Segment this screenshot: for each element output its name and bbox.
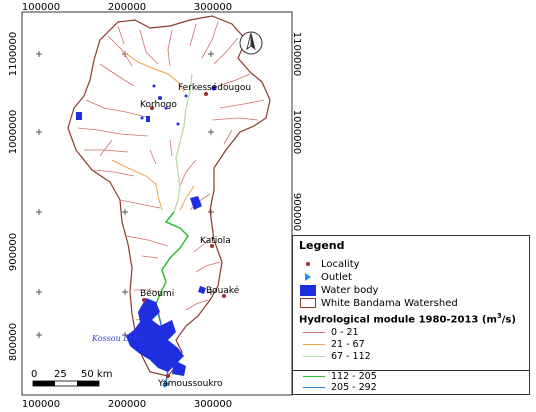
y-tick-left: 800000 [8,323,19,361]
watershed-swatch-icon [299,297,317,309]
x-tick-top: 300000 [194,2,232,13]
x-tick-top: 100000 [22,2,60,13]
y-tick-left: 1100000 [8,32,19,77]
lake-label: Kossou Lake [91,334,143,343]
x-tick-bottom: 200000 [108,399,146,410]
hydro-class-label: 112 - 205 [331,371,377,382]
water-body-swatch-icon [299,284,317,296]
locality-label-korhogo: Korhogo [140,100,177,110]
legend-continuation: 112 - 205 205 - 292 [292,371,530,395]
tributaries [77,21,265,321]
locality-dot-icon [299,258,317,270]
water-body [164,106,168,110]
north-arrow-icon [239,31,263,55]
line-swatch-icon [303,387,325,388]
hydro-class-67-112: 67 - 112 [303,351,371,362]
graticule-crosses [36,51,214,338]
legend-item-label: Outlet [321,271,352,283]
legend-item-label: White Bandama Watershed [321,297,458,309]
locality-label-katiola: Katiola [200,236,231,246]
legend-item-locality: Locality [299,258,360,270]
hydro-class-label: 67 - 112 [331,351,371,362]
hydro-class-0-21: 0 - 21 [303,327,359,338]
water-bodies [76,84,217,376]
line-swatch-icon [303,376,325,377]
hydro-class-205-292: 205 - 292 [303,382,377,393]
locality-dot [222,294,226,298]
locality-label-yamoussoukro: Yamoussoukro [157,379,223,389]
legend-item-water-body: Water body [299,284,378,296]
scale-label-50-km: 50 km [81,369,112,380]
locality-dot [204,92,208,96]
locality-dot [166,374,170,378]
line-swatch-icon [303,356,325,357]
hydro-class-label: 0 - 21 [331,327,359,338]
legend-item-label: Locality [321,258,360,270]
legend-item-label: Water body [321,284,379,296]
x-tick-bottom: 300000 [194,399,232,410]
y-tick-right: 1100000 [291,32,302,77]
water-body [190,196,202,210]
water-body [140,116,144,120]
locality-label-beoumi: Béoumi [140,288,174,299]
x-tick-top: 200000 [108,2,146,13]
locality-dot [210,244,214,248]
water-body [198,286,206,294]
locality-label-ferkessedougou: Ferkessédougou [178,82,251,93]
y-tick-left: 1000000 [8,110,19,155]
scale-label-0: 0 [31,369,37,380]
kossou-lake [126,298,184,372]
legend-title: Legend [299,239,345,252]
scale-bar [32,380,100,387]
locality-dot [150,106,154,110]
line-swatch-icon [303,344,325,345]
water-body [76,112,82,120]
y-tick-right: 900000 [291,193,302,231]
hydro-legend-title: Hydrological module 1980-2013 (m3/s) [299,312,516,325]
hydro-class-112-205: 112 - 205 [303,371,377,382]
hydro-unit-sup: 3 [496,312,502,320]
river-segment-67-112 [173,73,193,213]
hydro-unit-tail: /s) [501,314,516,326]
outlet-triangle-icon [299,271,317,283]
water-body [184,94,188,98]
outlet-marker [164,380,170,388]
line-swatch-icon [303,332,325,333]
hydro-unit-base: (m [481,314,497,326]
water-body [172,360,186,376]
hydro-title-text: Hydrological module 1980-2013 [299,314,482,326]
locality-dots [142,92,226,378]
hydro-class-label: 21 - 67 [331,339,365,350]
water-body [158,96,162,100]
water-body [176,122,180,126]
legend-item-outlet: Outlet [299,271,352,283]
scale-label-25: 25 [54,369,67,380]
hydro-class-label: 205 - 292 [331,382,377,393]
x-tick-bottom: 100000 [22,399,60,410]
legend-item-watershed: White Bandama Watershed [299,297,458,309]
y-tick-left: 900000 [8,233,19,271]
locality-label-bouake: Bouaké [206,285,240,296]
water-body [146,116,150,122]
legend: Legend Locality Outlet Water body White … [292,235,530,371]
river-segment-21-67 [111,51,195,211]
locality-dot [142,298,146,302]
river-segment-112-205 [155,211,189,305]
hydro-class-21-67: 21 - 67 [303,339,365,350]
water-body [152,84,156,88]
water-body [211,85,217,91]
y-tick-right: 1000000 [291,110,302,155]
